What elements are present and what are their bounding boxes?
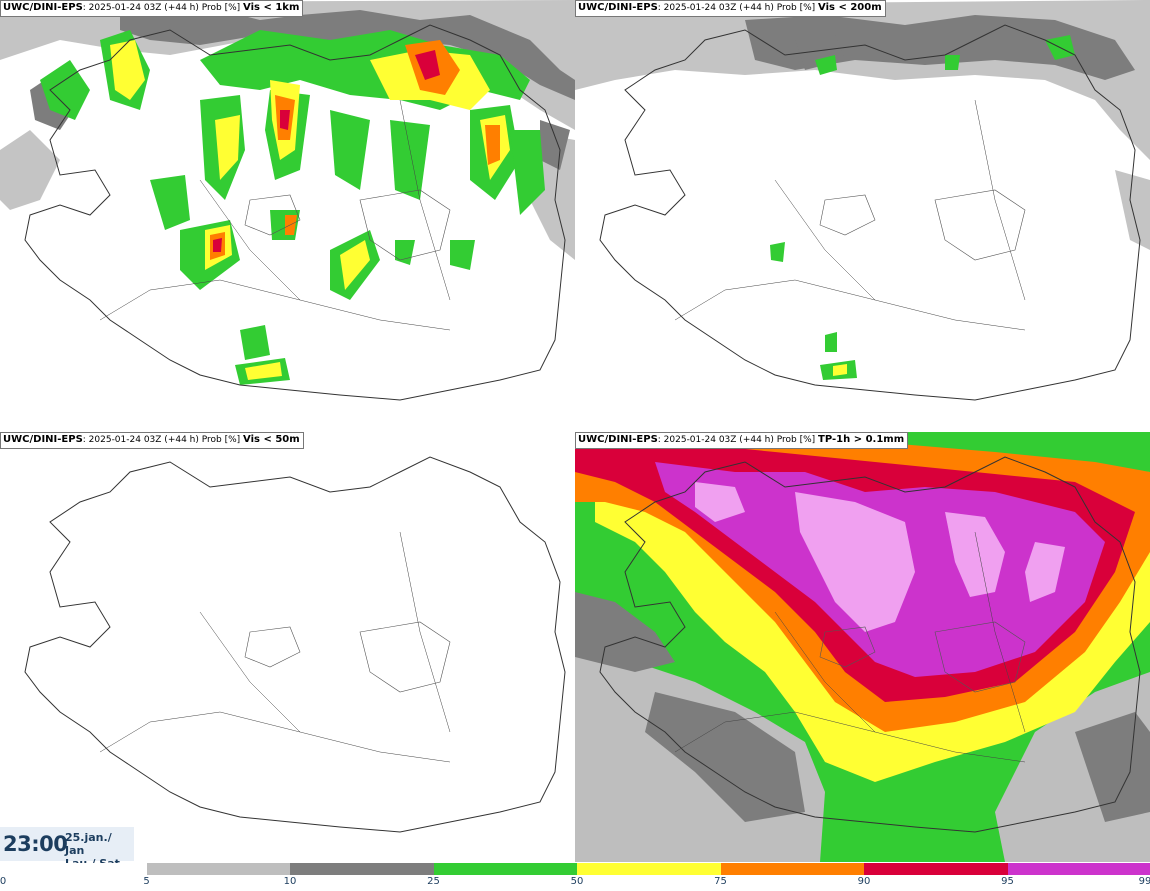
panel-header: UWC/DINI-EPS: 2025-01-24 03Z (+44 h) Pro… xyxy=(0,0,304,17)
map-panel-tp-1h: UWC/DINI-EPS: 2025-01-24 03Z (+44 h) Pro… xyxy=(575,432,1150,862)
roads xyxy=(674,531,1026,763)
valid-date-line1: 25.jan./ Jan xyxy=(65,831,112,857)
roads xyxy=(99,531,451,763)
map-vis-50m xyxy=(24,456,566,833)
coastline xyxy=(599,456,1141,833)
glacier-outline xyxy=(244,621,451,693)
field-pink xyxy=(695,482,1065,632)
valid-time-box: 23:00 25.jan./ Jan Lau./ Sat xyxy=(0,827,134,870)
panel-header: UWC/DINI-EPS: 2025-01-24 03Z (+44 h) Pro… xyxy=(575,432,909,449)
model-name: UWC/DINI-EPS xyxy=(578,434,658,445)
roads xyxy=(99,99,451,331)
map-tp-1h xyxy=(575,432,1150,862)
field-gray-dark xyxy=(575,592,1150,822)
legend-label: 10 xyxy=(283,876,297,887)
run-info: : 2025-01-24 03Z (+44 h) Prob [%] xyxy=(82,3,241,13)
run-info: : 2025-01-24 03Z (+44 h) Prob [%] xyxy=(657,435,816,445)
valid-time: 23:00 xyxy=(3,832,68,856)
variable-name: Vis < 200m xyxy=(818,2,882,13)
legend-label: 75 xyxy=(714,876,727,887)
legend-label: 90 xyxy=(857,876,871,887)
coastline xyxy=(24,24,566,401)
legend-swatch xyxy=(290,863,434,875)
coastline xyxy=(599,24,1141,401)
legend-swatch xyxy=(433,863,577,875)
color-legend: 0 5 10 25 50 75 90 95 99 xyxy=(0,862,1150,891)
map-panel-vis-200m: UWC/DINI-EPS: 2025-01-24 03Z (+44 h) Pro… xyxy=(575,0,1150,430)
glacier-outline xyxy=(819,621,1026,693)
roads xyxy=(674,99,1026,331)
legend-label: 5 xyxy=(143,876,150,887)
legend-label: 99 xyxy=(1138,876,1150,887)
legend-label: 0 xyxy=(0,876,7,887)
panel-header: UWC/DINI-EPS: 2025-01-24 03Z (+44 h) Pro… xyxy=(575,0,886,17)
legend-label: 25 xyxy=(427,876,440,887)
map-panel-vis-50m: UWC/DINI-EPS: 2025-01-24 03Z (+44 h) Pro… xyxy=(0,432,575,862)
panel-header: UWC/DINI-EPS: 2025-01-24 03Z (+44 h) Pro… xyxy=(0,432,304,449)
legend-swatch xyxy=(146,863,290,875)
legend-label: 95 xyxy=(1001,876,1014,887)
legend-label: 50 xyxy=(570,876,584,887)
model-name: UWC/DINI-EPS xyxy=(578,2,658,13)
variable-name: Vis < 50m xyxy=(243,434,300,445)
model-name: UWC/DINI-EPS xyxy=(3,434,83,445)
field-red xyxy=(213,50,440,252)
variable-name: TP-1h > 0.1mm xyxy=(818,434,905,445)
run-info: : 2025-01-24 03Z (+44 h) Prob [%] xyxy=(82,435,241,445)
glacier-outline xyxy=(819,189,1026,261)
map-panel-vis-1km: UWC/DINI-EPS: 2025-01-24 03Z (+44 h) Pro… xyxy=(0,0,575,430)
map-vis-1km xyxy=(0,0,575,401)
legend-swatch xyxy=(577,863,721,875)
variable-name: Vis < 1km xyxy=(243,2,300,13)
run-info: : 2025-01-24 03Z (+44 h) Prob [%] xyxy=(657,3,816,13)
model-name: UWC/DINI-EPS xyxy=(3,2,83,13)
coastline xyxy=(24,456,566,833)
legend-swatch xyxy=(1007,863,1150,875)
field-yellow xyxy=(833,364,847,376)
map-vis-200m xyxy=(575,0,1150,401)
legend-swatch xyxy=(3,863,147,875)
field-green xyxy=(770,35,1075,380)
legend-swatch xyxy=(864,863,1008,875)
legend-swatch xyxy=(720,863,864,875)
glacier-outline xyxy=(244,189,451,261)
